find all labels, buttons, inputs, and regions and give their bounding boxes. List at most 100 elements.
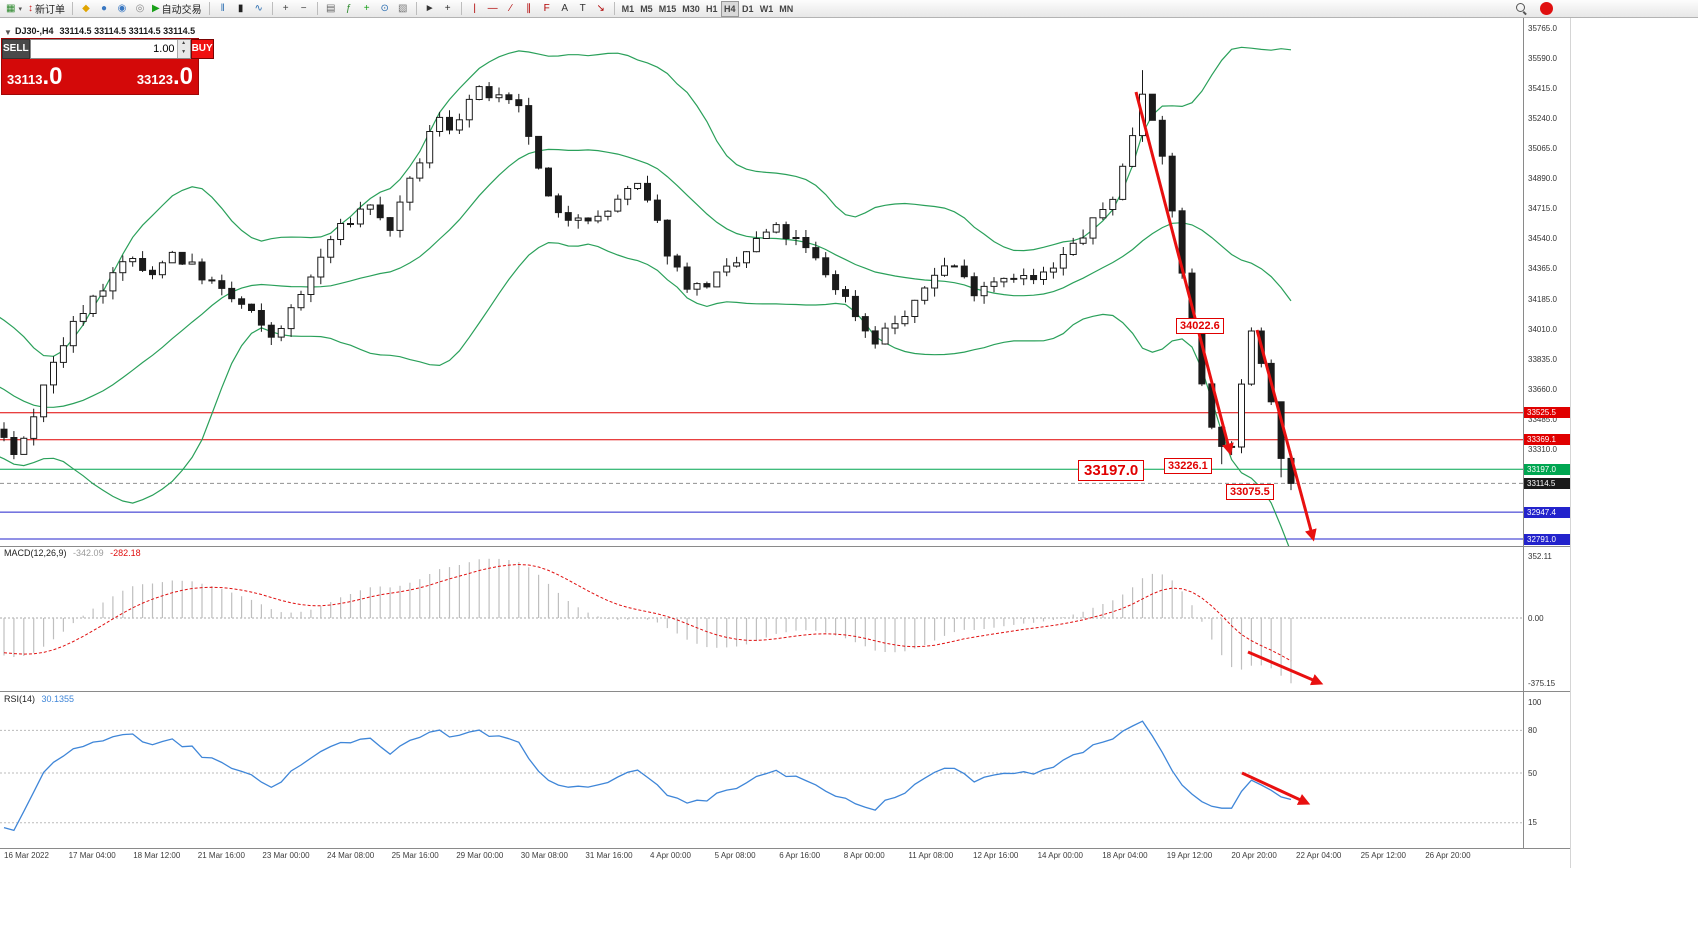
vertical-line-icon: | bbox=[473, 2, 476, 14]
candlestick-chart-button[interactable]: ▮ bbox=[232, 1, 250, 17]
price-tag-33197.0: 33197.0 bbox=[1524, 463, 1570, 475]
crosshair-button[interactable]: + bbox=[439, 1, 457, 17]
rsi-panel-separator[interactable] bbox=[0, 691, 1570, 692]
price-axis-tick: 34540.0 bbox=[1528, 233, 1557, 243]
cursor-button[interactable]: ► bbox=[421, 1, 439, 17]
timeframe-d1-button-label: D1 bbox=[741, 3, 754, 14]
fibonacci-button[interactable]: F bbox=[538, 1, 556, 17]
rsi-axis-tick: 50 bbox=[1528, 768, 1537, 778]
rsi-value: 30.1355 bbox=[41, 694, 75, 704]
bollinger-bands-layer bbox=[0, 46, 1292, 546]
timeframe-w1-button[interactable]: W1 bbox=[757, 1, 777, 17]
one-click-toggle-icon[interactable]: ▼ bbox=[4, 28, 12, 37]
period-cycles-icon: ⊙ bbox=[380, 2, 389, 14]
timeframe-h4-button[interactable]: H4 bbox=[720, 0, 739, 17]
zoom-in-button[interactable]: + bbox=[277, 1, 295, 17]
time-axis-label: 26 Apr 20:00 bbox=[1425, 851, 1471, 860]
new-order-button-label: 新订单 bbox=[34, 5, 65, 16]
crosshair-icon: + bbox=[444, 2, 451, 14]
buy-price[interactable]: 33123.0 bbox=[136, 63, 193, 90]
tile-windows-button[interactable]: ▤ bbox=[322, 1, 340, 17]
time-axis-label: 18 Mar 12:00 bbox=[133, 851, 181, 860]
macd-signal-value: -282.18 bbox=[110, 548, 141, 558]
time-axis-label: 21 Mar 16:00 bbox=[197, 851, 245, 860]
market-watch-button[interactable]: ● bbox=[95, 1, 113, 17]
price-axis-tick: 33660.0 bbox=[1528, 385, 1557, 395]
candles-layer bbox=[0, 70, 1295, 491]
time-axis-label: 23 Mar 00:00 bbox=[262, 851, 310, 860]
chart-title: DJ30-,H4 33114.5 33114.5 33114.5 33114.5 bbox=[15, 26, 195, 36]
timeframe-h1-button-label: H1 bbox=[705, 3, 718, 14]
time-axis-label: 29 Mar 00:00 bbox=[456, 851, 504, 860]
new-chart-button[interactable]: ▦ ▾ bbox=[3, 1, 25, 17]
indicators-list-button[interactable]: ƒ bbox=[340, 1, 358, 17]
time-axis-label: 8 Apr 00:00 bbox=[843, 851, 885, 860]
time-axis-label: 5 Apr 08:00 bbox=[714, 851, 756, 860]
vertical-line-button[interactable]: | bbox=[466, 1, 484, 17]
line-chart-button[interactable]: ∿ bbox=[250, 1, 268, 17]
new-order-button[interactable]: ↕ 新订单 bbox=[25, 1, 68, 17]
timeframe-m30-button[interactable]: M30 bbox=[679, 1, 703, 17]
new-chart-button-dropdown-icon[interactable]: ▾ bbox=[18, 5, 22, 13]
horizontal-line-button[interactable]: — bbox=[484, 1, 502, 17]
symbol-period-label: DJ30-,H4 bbox=[15, 26, 54, 36]
volume-decrease-button[interactable]: ▼ bbox=[177, 49, 190, 58]
rsi-axis-tick: 80 bbox=[1528, 725, 1537, 735]
time-axis-label: 18 Apr 04:00 bbox=[1102, 851, 1148, 860]
bar-chart-button[interactable]: ‖ bbox=[214, 1, 232, 17]
timeframe-m1-button[interactable]: M1 bbox=[619, 1, 638, 17]
buy-button[interactable]: BUY bbox=[190, 39, 214, 59]
bollinger-upper bbox=[0, 46, 1292, 357]
search-icon[interactable] bbox=[1516, 3, 1527, 15]
macd-panel-separator[interactable] bbox=[0, 546, 1570, 547]
arrows-button[interactable]: ↘ bbox=[592, 1, 610, 17]
auto-trading-button[interactable]: ▶ 自动交易 bbox=[149, 1, 205, 17]
timeframe-m15-button[interactable]: M15 bbox=[656, 1, 680, 17]
rsi-name: RSI(14) bbox=[4, 694, 36, 704]
notification-badge-icon[interactable] bbox=[1540, 2, 1553, 15]
text-button[interactable]: A bbox=[556, 1, 574, 17]
macd-axis-tick: 0.00 bbox=[1528, 613, 1544, 623]
mql5-community-button[interactable]: ◆ bbox=[77, 1, 95, 17]
toolbar-separator bbox=[71, 2, 73, 15]
volume-input[interactable] bbox=[30, 40, 177, 58]
add-indicator-button[interactable]: + bbox=[358, 1, 376, 17]
zoom-out-button[interactable]: − bbox=[295, 1, 313, 17]
templates-button[interactable]: ▧ bbox=[394, 1, 412, 17]
timeframe-d1-button[interactable]: D1 bbox=[739, 1, 757, 17]
timeframe-mn-button[interactable]: MN bbox=[776, 1, 796, 17]
new-chart-icon: ▦ bbox=[6, 2, 16, 14]
time-axis-label: 16 Mar 2022 bbox=[4, 851, 49, 860]
price-tag-33114.5: 33114.5 bbox=[1524, 477, 1570, 489]
ohlc-values: 33114.5 33114.5 33114.5 33114.5 bbox=[59, 26, 196, 36]
sell-button[interactable]: SELL bbox=[2, 39, 30, 59]
timeframe-h1-button[interactable]: H1 bbox=[703, 1, 721, 17]
templates-icon: ▧ bbox=[397, 2, 408, 14]
timeframe-m5-button[interactable]: M5 bbox=[637, 1, 656, 17]
equidistant-channel-button[interactable]: ∥ bbox=[520, 1, 538, 17]
price-tag-32947.4: 32947.4 bbox=[1524, 506, 1570, 518]
timeframe-m30-button-label: M30 bbox=[682, 3, 700, 14]
tile-windows-icon: ▤ bbox=[325, 2, 336, 14]
volume-increase-button[interactable]: ▲ bbox=[177, 40, 190, 49]
price-axis-tick: 34365.0 bbox=[1528, 264, 1557, 274]
macd-signal-line bbox=[3, 563, 1292, 662]
signals-button[interactable]: ◉ bbox=[113, 1, 131, 17]
market-watch-icon: ● bbox=[100, 2, 107, 14]
rsi-axis-tick: 100 bbox=[1528, 697, 1542, 707]
trend-arrows-layer bbox=[1134, 91, 1324, 805]
rsi-layer bbox=[0, 720, 1523, 832]
price-axis-tick: 34715.0 bbox=[1528, 203, 1557, 213]
trendline-button[interactable]: ∕ bbox=[502, 1, 520, 17]
time-axis-label: 11 Apr 08:00 bbox=[908, 851, 954, 860]
period-cycles-button[interactable]: ⊙ bbox=[376, 1, 394, 17]
price-callout-33197.0: 33197.0 bbox=[1078, 460, 1145, 481]
toolbar-separator bbox=[613, 2, 615, 15]
time-axis-label: 24 Mar 08:00 bbox=[327, 851, 375, 860]
rsi-arrow-down bbox=[1241, 771, 1311, 805]
price-axis-tick: 34185.0 bbox=[1528, 294, 1557, 304]
sell-price[interactable]: 33113.0 bbox=[7, 63, 63, 90]
label-button[interactable]: T bbox=[574, 1, 592, 17]
news-button[interactable]: ◎ bbox=[131, 1, 149, 17]
text-icon: A bbox=[561, 2, 568, 14]
